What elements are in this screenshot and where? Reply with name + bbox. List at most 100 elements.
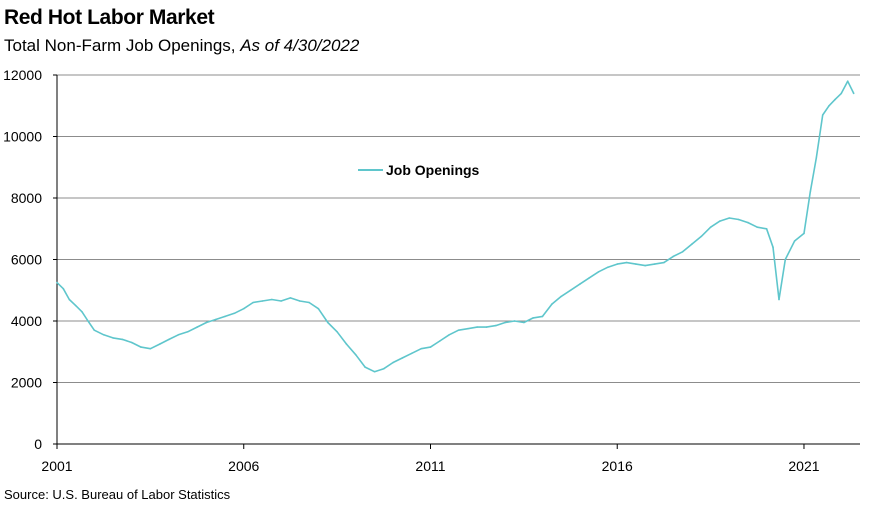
data-point [317, 307, 320, 310]
data-point [560, 295, 562, 298]
data-point [815, 157, 818, 159]
data-point [523, 321, 525, 324]
data-point [420, 347, 423, 350]
data-point [653, 263, 656, 265]
subtitle-date: As of 4/30/2022 [240, 36, 360, 55]
data-point [852, 92, 855, 95]
data-point [616, 263, 618, 265]
data-point [411, 352, 413, 355]
y-tick-label-6000: 6000 [11, 252, 42, 268]
data-point [214, 318, 217, 321]
data-point [102, 334, 105, 336]
data-point [625, 261, 628, 264]
x-tick-label-2006: 2006 [228, 458, 259, 474]
data-point [401, 357, 404, 359]
legend-label: Job Openings [386, 162, 480, 178]
data-point [691, 243, 693, 245]
y-axis-ticks: 0 2000 4000 6000 8000 10000 12000 [3, 67, 57, 452]
data-point [504, 321, 507, 324]
data-point [252, 301, 254, 304]
subtitle-text: Total Non-Farm Job Openings, [4, 36, 241, 55]
y-tick-label-0: 0 [34, 436, 42, 452]
data-point [457, 329, 460, 332]
data-point [569, 289, 572, 292]
data-point [719, 220, 721, 222]
data-point [681, 251, 684, 253]
data-point [846, 80, 849, 82]
data-point [495, 324, 497, 327]
y-tick-label-4000: 4000 [11, 313, 42, 329]
data-point [765, 228, 768, 230]
data-point [709, 226, 712, 228]
gridlines [57, 74, 860, 383]
data-point [756, 226, 759, 228]
data-point [737, 218, 740, 221]
data-point [821, 114, 824, 116]
data-point [700, 235, 703, 238]
legend: Job Openings [358, 162, 480, 178]
data-point [87, 320, 89, 322]
data-point [345, 343, 348, 345]
data-point [140, 346, 142, 348]
data-point [513, 320, 516, 322]
data-point [149, 347, 152, 350]
data-point [327, 321, 329, 324]
data-point [429, 346, 432, 348]
data-point [672, 255, 675, 258]
y-tick-label-12000: 12000 [3, 67, 42, 83]
data-point [56, 281, 58, 284]
data-point [233, 312, 236, 315]
data-point [809, 191, 812, 193]
data-point [177, 334, 180, 336]
x-tick-label-2021: 2021 [788, 458, 819, 474]
data-point [551, 303, 553, 305]
data-point [299, 300, 301, 302]
data-point [728, 217, 731, 219]
y-tick-label-10000: 10000 [3, 129, 42, 145]
data-point [121, 338, 124, 341]
data-point [280, 300, 282, 302]
series-group [56, 80, 855, 373]
x-axis-ticks: 2001 2006 2011 2016 2021 [41, 444, 820, 474]
data-point [579, 283, 581, 285]
data-point [467, 327, 469, 330]
data-point [242, 307, 245, 310]
data-point [112, 337, 114, 339]
data-point [364, 366, 366, 368]
x-tick-label-2016: 2016 [602, 458, 633, 474]
data-point [308, 301, 310, 304]
data-point [834, 98, 836, 101]
data-point [793, 240, 796, 242]
data-point [158, 343, 161, 345]
x-tick-label-2011: 2011 [415, 458, 445, 474]
data-point [476, 326, 479, 328]
data-point [747, 221, 749, 224]
data-point [336, 331, 338, 333]
data-point [93, 329, 96, 332]
data-point [439, 340, 441, 342]
data-point [635, 263, 637, 265]
series-line-0 [56, 80, 855, 373]
data-point [68, 298, 71, 301]
data-point [196, 326, 198, 328]
data-point [532, 317, 534, 319]
data-point [261, 300, 264, 302]
data-point [607, 266, 609, 269]
data-point [62, 287, 65, 290]
data-point [541, 315, 544, 318]
y-tick-label-8000: 8000 [11, 190, 42, 206]
data-point [130, 341, 133, 344]
data-point [588, 277, 590, 279]
data-point [271, 298, 273, 301]
data-point [205, 321, 208, 324]
data-point [644, 264, 646, 267]
data-point [778, 298, 780, 301]
data-point [803, 232, 805, 235]
data-point [597, 271, 600, 273]
data-point [784, 258, 787, 261]
data-point [373, 370, 376, 373]
data-point [186, 331, 189, 333]
data-point [663, 261, 665, 264]
data-point [772, 246, 774, 248]
